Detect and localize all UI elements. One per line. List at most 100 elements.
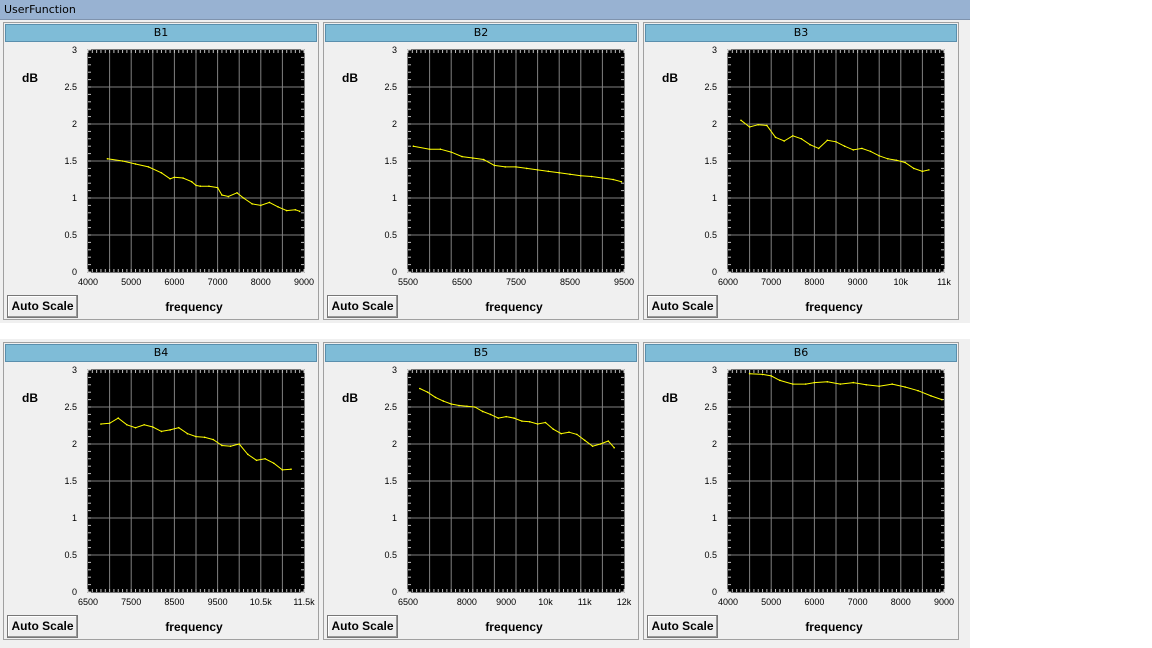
data-point xyxy=(277,206,279,208)
data-point xyxy=(434,396,437,399)
data-point xyxy=(800,138,803,140)
x-tick-label: 8500 xyxy=(560,277,580,287)
auto-scale-button[interactable]: Auto Scale xyxy=(327,615,398,638)
y-tick-label: 1 xyxy=(72,193,77,203)
data-point xyxy=(809,143,811,146)
data-point xyxy=(826,381,829,383)
row-separator xyxy=(0,323,970,339)
x-tick-label: 6500 xyxy=(398,597,418,607)
data-point xyxy=(439,148,442,150)
data-point xyxy=(904,386,906,388)
x-axis-label: frequency xyxy=(165,620,223,634)
y-tick-label: 0.5 xyxy=(64,550,77,560)
x-tick-label: 5000 xyxy=(121,277,141,287)
data-point xyxy=(160,172,163,174)
y-tick-label: 0 xyxy=(72,587,77,597)
y-tick-label: 2 xyxy=(392,119,397,129)
data-point xyxy=(560,432,562,435)
x-tick-label: 8500 xyxy=(164,597,184,607)
y-tick-label: 2 xyxy=(72,119,77,129)
data-point xyxy=(426,391,429,393)
data-point xyxy=(887,157,889,160)
y-tick-label: 2.5 xyxy=(704,82,717,92)
x-tick-label: 7500 xyxy=(121,597,141,607)
data-point xyxy=(613,446,615,449)
data-point xyxy=(169,177,171,180)
data-point xyxy=(599,443,602,445)
y-tick-label: 0 xyxy=(712,267,717,277)
data-point xyxy=(134,163,137,165)
data-point xyxy=(930,395,932,397)
data-point xyxy=(442,400,445,402)
chart-panel-b1: B1 0 0.5 1 1.5 2 2.5 3 4000 5000 6000 7000 8000 9000… xyxy=(3,22,319,320)
x-tick-label: 7500 xyxy=(506,277,526,287)
x-tick-label: 9000 xyxy=(294,277,314,287)
data-point xyxy=(242,197,245,199)
x-tick-label: 8000 xyxy=(891,597,911,607)
plot-area: 0 0.5 1 1.5 2 2.5 3 5500 6500 7500 8500 9500 xyxy=(384,45,634,287)
data-point xyxy=(576,433,578,436)
data-point xyxy=(547,170,550,173)
data-point xyxy=(904,161,906,164)
data-point xyxy=(544,421,547,424)
data-point xyxy=(418,387,421,390)
data-point xyxy=(238,443,240,445)
panel-title: B6 xyxy=(645,344,957,362)
y-tick-label: 0.5 xyxy=(704,550,717,560)
x-tick-label: 11k xyxy=(578,597,592,607)
x-tick-label: 8000 xyxy=(457,597,477,607)
data-point xyxy=(536,423,539,425)
x-axis-label: frequency xyxy=(805,300,863,314)
data-point xyxy=(878,385,880,388)
auto-scale-button[interactable]: Auto Scale xyxy=(647,615,718,638)
y-tick-label: 2.5 xyxy=(64,402,77,412)
data-point xyxy=(450,151,452,153)
y-tick-label: 2.5 xyxy=(704,402,717,412)
x-axis-label: frequency xyxy=(485,620,543,634)
data-point xyxy=(221,444,223,447)
y-tick-label: 1.5 xyxy=(384,156,397,166)
y-tick-label: 0.5 xyxy=(384,550,397,560)
y-tick-label: 3 xyxy=(72,365,77,375)
y-tick-label: 0.5 xyxy=(64,230,77,240)
x-tick-label: 9000 xyxy=(934,597,954,607)
y-tick-label: 3 xyxy=(72,45,77,55)
chart-panel-b6: B6 0 0.5 1 1.5 2 2.5 3 4000 5000 6000 7000 8000 9000… xyxy=(643,342,959,640)
data-point xyxy=(766,124,768,127)
x-axis-label: frequency xyxy=(485,300,543,314)
x-tick-label: 4000 xyxy=(78,277,98,287)
data-point xyxy=(620,180,623,183)
data-point xyxy=(921,170,924,173)
data-point xyxy=(861,147,863,150)
data-point xyxy=(528,421,531,423)
series-line xyxy=(107,158,300,212)
data-point xyxy=(121,160,124,162)
x-tick-label: 11.5k xyxy=(293,597,315,607)
data-point xyxy=(505,415,507,418)
auto-scale-button[interactable]: Auto Scale xyxy=(327,295,398,318)
auto-scale-button[interactable]: Auto Scale xyxy=(7,295,78,318)
data-point xyxy=(169,429,171,431)
y-tick-label: 1 xyxy=(392,513,397,523)
auto-scale-button[interactable]: Auto Scale xyxy=(7,615,78,638)
data-point xyxy=(770,375,772,377)
y-axis-label: dB xyxy=(662,71,678,85)
plot-area: 0 0.5 1 1.5 2 2.5 3 6500 7500 8500 9500 10.5k 11.5k xyxy=(64,365,315,607)
data-point xyxy=(783,140,785,142)
x-tick-label: 7000 xyxy=(208,277,228,287)
data-point xyxy=(186,432,189,435)
x-tick-label: 6000 xyxy=(164,277,184,287)
x-axis-label: frequency xyxy=(165,300,223,314)
y-tick-label: 1.5 xyxy=(384,476,397,486)
panel-title: B5 xyxy=(325,344,637,362)
y-tick-label: 3 xyxy=(712,45,717,55)
data-point xyxy=(583,439,586,442)
chart-panel-b5: B5 0 0.5 1 1.5 2 2.5 3 6500 8000 9000 10k 11k 12k dB… xyxy=(323,342,639,640)
data-point xyxy=(251,203,253,205)
data-point xyxy=(590,175,593,178)
data-point xyxy=(143,423,145,426)
auto-scale-button[interactable]: Auto Scale xyxy=(647,295,718,318)
data-point xyxy=(843,145,846,147)
data-point xyxy=(108,422,111,425)
x-tick-label: 9000 xyxy=(848,277,868,287)
